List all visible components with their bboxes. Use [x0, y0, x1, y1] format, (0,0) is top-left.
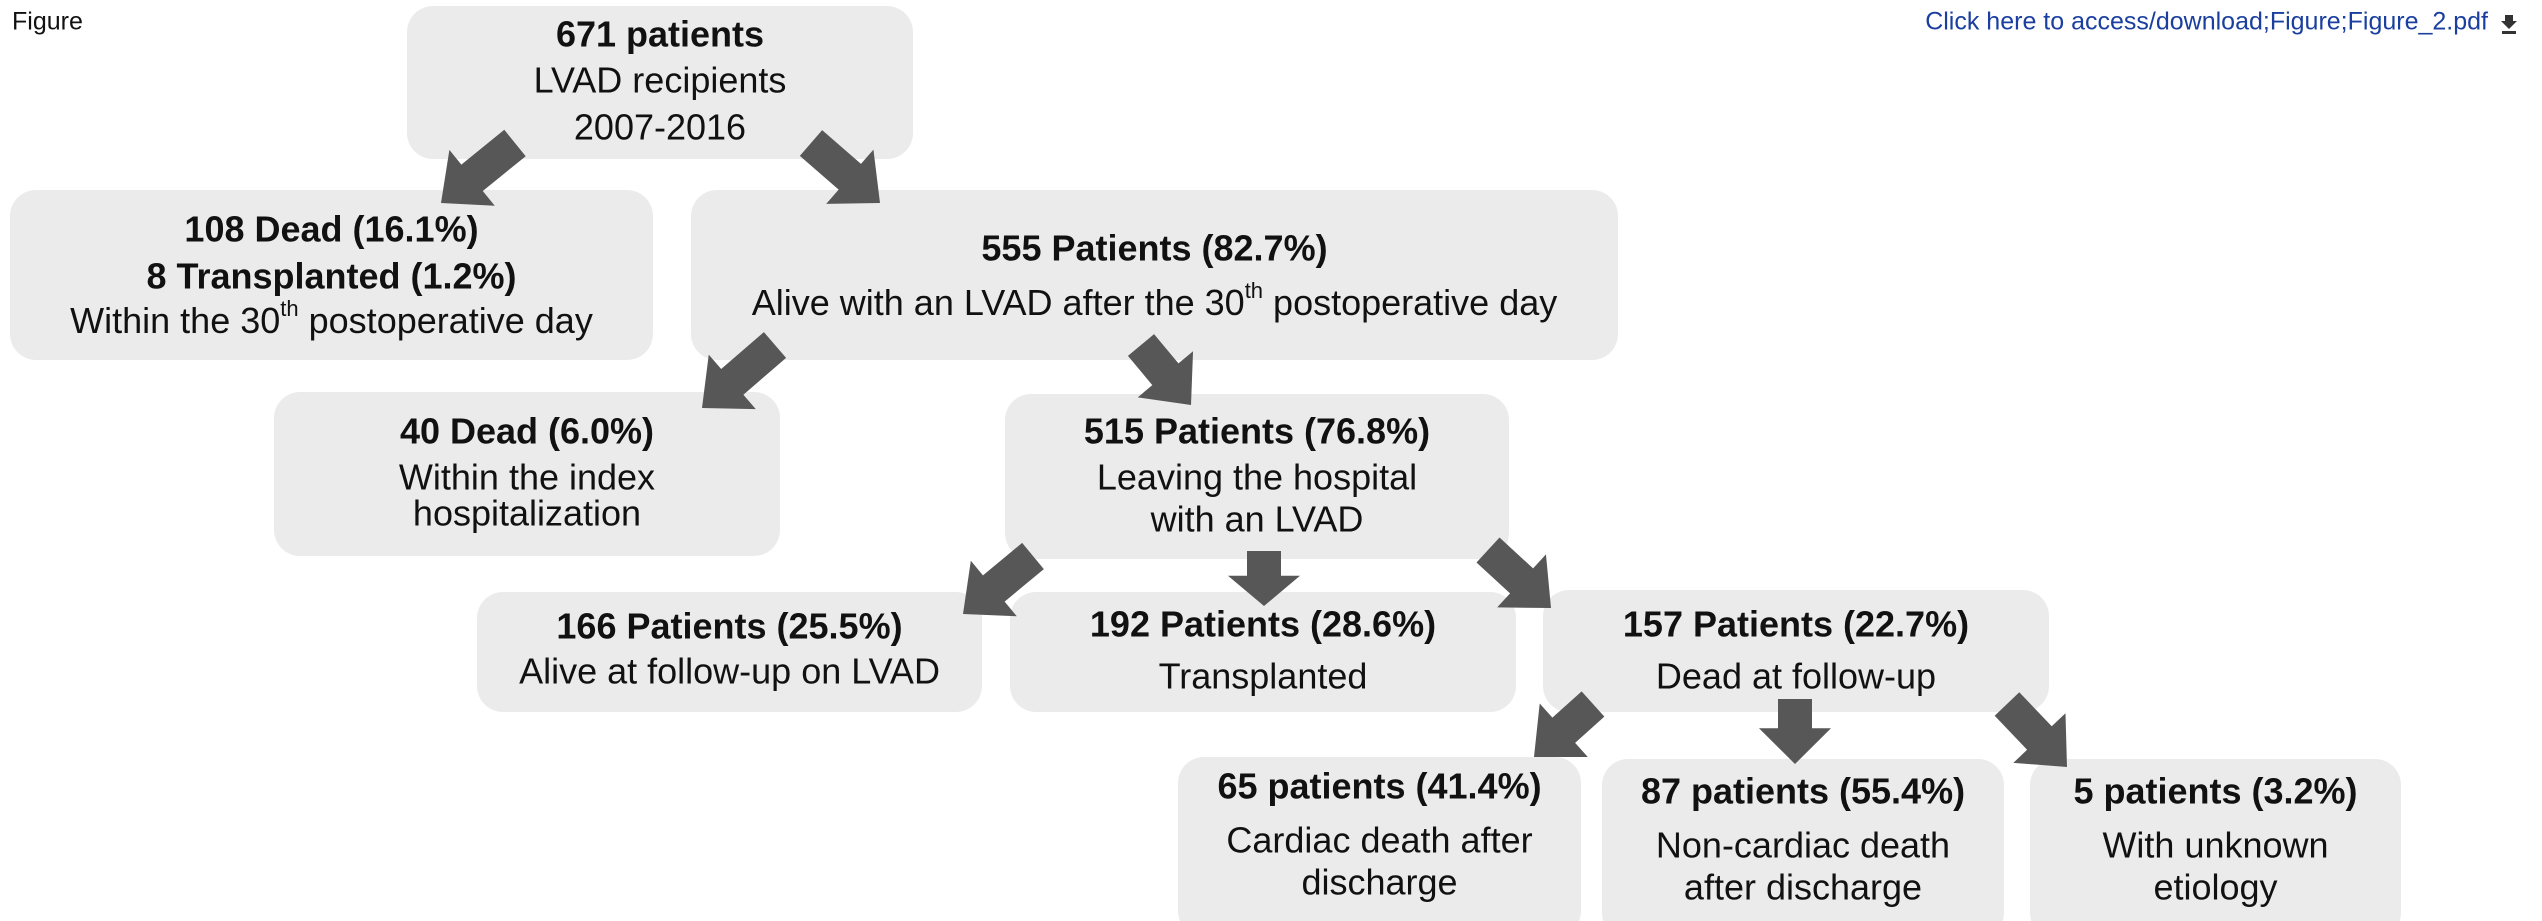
figure-label: Figure: [12, 8, 83, 36]
node-box: [10, 190, 653, 360]
arrow: [963, 542, 1044, 617]
node: 40 Dead (6.0%) Within the indexhospitaliz…: [274, 392, 780, 556]
node-line: 2007-2016: [574, 107, 746, 148]
node-line: 5 patients (3.2%): [2073, 771, 2357, 812]
node-line: Dead at follow-up: [1656, 656, 1936, 697]
node-box: [274, 392, 780, 556]
arrow: [1476, 537, 1551, 608]
superscript: th: [1245, 278, 1263, 303]
node-line: Alive with an LVAD after the 30th postop…: [752, 278, 1557, 322]
node-line: 192 Patients (28.6%): [1090, 604, 1436, 645]
node-box: [1602, 759, 2004, 921]
node-line: 671 patients: [556, 14, 764, 55]
node-box: [477, 592, 982, 712]
arrow: [1127, 334, 1194, 405]
node-box: [2030, 759, 2401, 921]
node-line: Non-cardiac death: [1656, 825, 1950, 866]
node: 65 patients (41.4%) Cardiac death afterdi…: [1178, 757, 1581, 921]
node-box: [1005, 394, 1509, 559]
node-box: [1543, 590, 2049, 712]
node-line: 87 patients (55.4%): [1641, 771, 1965, 812]
node-line: Alive at follow-up on LVAD: [519, 651, 940, 692]
node-line: 157 Patients (22.7%): [1623, 604, 1969, 645]
arrow: [702, 332, 787, 410]
line-part: Alive with an LVAD after the 30: [752, 282, 1245, 323]
node: 166 Patients (25.5%)Alive at follow-up o…: [477, 592, 982, 712]
node: 515 Patients (76.8%) Leaving the hospital…: [1005, 394, 1509, 559]
node-line: Within the index: [399, 457, 655, 498]
node-line: With unknown: [2102, 825, 2328, 866]
node-line: discharge: [1301, 862, 1457, 903]
node: 108 Dead (16.1%) 8 Transplanted (1.2%)Wit…: [10, 190, 653, 360]
node: 671 patients LVAD recipients 2007-2016: [407, 6, 913, 159]
node: 87 patients (55.4%) Non-cardiac deathafte…: [1602, 759, 2004, 921]
node-box: [1178, 757, 1581, 921]
arrow: [1228, 551, 1300, 606]
node-box: [407, 6, 913, 159]
node-line: Within the 30th postoperative day: [70, 296, 593, 340]
node-line: etiology: [2153, 867, 2277, 908]
arrow: [799, 130, 880, 204]
download-icon[interactable]: [2501, 15, 2517, 34]
node-line: with an LVAD: [1150, 499, 1364, 540]
node-line: hospitalization: [413, 493, 641, 534]
superscript: th: [280, 296, 298, 321]
node: 555 Patients (82.7%) Alive with an LVAD a…: [691, 190, 1618, 360]
node-line: 8 Transplanted (1.2%): [146, 256, 516, 297]
arrow: [1759, 699, 1831, 764]
node-line: 555 Patients (82.7%): [981, 228, 1327, 269]
node: 157 Patients (22.7%) Dead at follow-up: [1543, 590, 2049, 712]
node-box: [1010, 592, 1516, 712]
line-part: Within the 30: [70, 300, 280, 341]
node-line: 108 Dead (16.1%): [184, 209, 478, 250]
node-line: 65 patients (41.4%): [1217, 766, 1541, 807]
line-part: postoperative day: [299, 300, 593, 341]
node-box: [691, 190, 1618, 360]
arrow: [441, 129, 526, 206]
node-line: 515 Patients (76.8%): [1084, 411, 1430, 452]
arrow: [1994, 692, 2067, 767]
download-link[interactable]: Click here to access/download;Figure;Fig…: [1925, 8, 2488, 36]
line-part: postoperative day: [1263, 282, 1557, 323]
node-line: Cardiac death after: [1226, 820, 1532, 861]
node-line: 40 Dead (6.0%): [400, 411, 654, 452]
node-line: 166 Patients (25.5%): [556, 606, 902, 647]
node: 192 Patients (28.6%) Transplanted: [1010, 592, 1516, 712]
node-line: after discharge: [1684, 867, 1922, 908]
node-line: Leaving the hospital: [1097, 457, 1417, 498]
node-line: Transplanted: [1159, 656, 1368, 697]
arrow: [1534, 691, 1605, 758]
node-line: LVAD recipients: [534, 60, 787, 101]
